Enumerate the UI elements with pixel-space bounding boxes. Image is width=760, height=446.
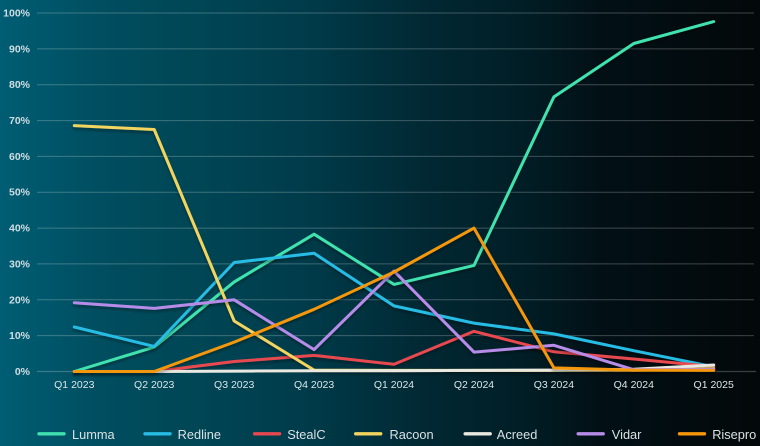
svg-text:Q1 2024: Q1 2024 — [374, 379, 414, 391]
svg-text:Risepro: Risepro — [712, 427, 756, 442]
svg-text:40%: 40% — [9, 223, 31, 235]
svg-text:60%: 60% — [9, 151, 31, 163]
svg-text:Racoon: Racoon — [390, 427, 434, 442]
svg-text:20%: 20% — [9, 294, 31, 306]
svg-text:Acreed: Acreed — [497, 427, 538, 442]
svg-text:Q3 2024: Q3 2024 — [534, 379, 574, 391]
svg-text:Redline: Redline — [178, 427, 221, 442]
svg-text:Q2 2023: Q2 2023 — [134, 379, 174, 391]
svg-text:90%: 90% — [9, 43, 31, 55]
svg-text:Q1 2023: Q1 2023 — [54, 379, 94, 391]
svg-text:0%: 0% — [15, 366, 31, 378]
svg-text:30%: 30% — [9, 258, 31, 270]
svg-text:Q4 2023: Q4 2023 — [294, 379, 334, 391]
svg-text:100%: 100% — [3, 8, 31, 20]
svg-text:50%: 50% — [9, 187, 31, 199]
svg-text:80%: 80% — [9, 79, 31, 91]
svg-text:Lumma: Lumma — [72, 427, 116, 442]
svg-text:10%: 10% — [9, 330, 31, 342]
svg-text:70%: 70% — [9, 115, 31, 127]
svg-text:Q1 2025: Q1 2025 — [694, 379, 734, 391]
svg-text:Q3 2023: Q3 2023 — [214, 379, 254, 391]
svg-text:Vidar: Vidar — [612, 427, 642, 442]
svg-text:Q2 2024: Q2 2024 — [454, 379, 494, 391]
svg-text:Q4 2024: Q4 2024 — [614, 379, 654, 391]
svg-text:StealC: StealC — [287, 427, 325, 442]
